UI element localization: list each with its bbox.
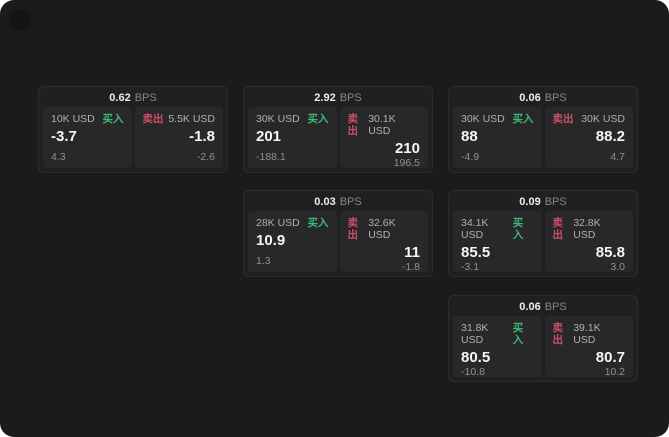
- sell-price: 88.2: [595, 128, 625, 145]
- bps-value: 0.62: [109, 92, 131, 104]
- buy-amount: 10K USD: [51, 113, 95, 125]
- sell-side-label: 卖出: [552, 322, 564, 346]
- buy-sub-value: -10.8: [461, 366, 485, 378]
- bps-unit-label: BPS: [339, 92, 362, 104]
- bps-header: 0.09 BPS: [453, 194, 633, 211]
- sell-side-label: 卖出: [552, 113, 574, 125]
- buy-sub-value: -3.1: [461, 261, 480, 273]
- bps-header: 0.62 BPS: [43, 90, 223, 107]
- sell-amount: 5.5K USD: [168, 113, 215, 125]
- sell-amount: 39.1K USD: [573, 322, 601, 346]
- sell-price: 85.8: [595, 244, 625, 261]
- sell-sub-value: 3.0: [610, 261, 625, 273]
- buy-side-label: 买入: [307, 113, 329, 125]
- sell-side-label: 卖出: [142, 113, 164, 125]
- buy-price: 85.5: [461, 244, 491, 261]
- buy-tile[interactable]: 10K USD 买入 -3.7 4.3: [43, 107, 132, 168]
- sell-amount: 32.8K USD: [573, 217, 601, 241]
- sell-tile[interactable]: 卖出 32.6K USD 11 -1.8: [339, 211, 428, 273]
- sell-side-label: 卖出: [552, 217, 564, 241]
- app-logo: [10, 10, 30, 30]
- buy-price: -3.7: [51, 128, 77, 145]
- buy-sub-value: 1.3: [256, 255, 271, 267]
- quote-card: 0.06 BPS 30K USD 买入 88 -4.9 卖出 30K USD 88…: [448, 86, 638, 173]
- buy-amount: 30K USD: [256, 113, 300, 125]
- buy-amount: 28K USD: [256, 217, 300, 229]
- buy-tile[interactable]: 28K USD 买入 10.9 1.3: [248, 211, 337, 272]
- bps-value: 2.92: [314, 92, 336, 104]
- bps-header: 2.92 BPS: [248, 90, 428, 107]
- bps-unit-label: BPS: [544, 196, 567, 208]
- bps-header: 0.06 BPS: [453, 299, 633, 316]
- buy-sub-value: -4.9: [461, 151, 480, 163]
- quote-card: 0.06 BPS 31.8K USD 买入 80.5 -10.8 卖出 39.1K…: [448, 295, 638, 382]
- buy-amount: 34.1K USD: [461, 217, 489, 241]
- sell-sub-value: 4.7: [610, 151, 625, 163]
- buy-amount: 30K USD: [461, 113, 505, 125]
- buy-side-label: 买入: [512, 113, 534, 125]
- sell-sub-value: 10.2: [604, 366, 625, 378]
- buy-side-label: 买入: [307, 217, 329, 229]
- buy-tile[interactable]: 34.1K USD 买入 85.5 -3.1: [453, 211, 542, 273]
- sell-amount: 30K USD: [581, 113, 625, 125]
- buy-price: 10.9: [256, 232, 286, 249]
- sell-tile[interactable]: 卖出 30.1K USD 210 196.5: [339, 107, 428, 169]
- bps-value: 0.09: [519, 196, 541, 208]
- sell-sub-value: -1.8: [401, 261, 420, 273]
- bps-value: 0.06: [519, 92, 541, 104]
- sell-price: -1.8: [189, 128, 215, 145]
- buy-side-label: 买入: [512, 322, 524, 346]
- sell-amount: 32.6K USD: [368, 217, 396, 241]
- bps-header: 0.03 BPS: [248, 194, 428, 211]
- bps-value: 0.03: [314, 196, 336, 208]
- sell-side-label: 卖出: [347, 113, 359, 137]
- buy-tile[interactable]: 31.8K USD 买入 80.5 -10.8: [453, 316, 542, 378]
- sell-price: 210: [394, 140, 420, 157]
- bps-unit-label: BPS: [544, 92, 567, 104]
- buy-tile[interactable]: 30K USD 买入 201 -188.1: [248, 107, 337, 168]
- bps-unit-label: BPS: [134, 92, 157, 104]
- buy-price: 88: [461, 128, 478, 145]
- buy-sub-value: -188.1: [256, 151, 286, 163]
- bps-header: 0.06 BPS: [453, 90, 633, 107]
- bps-unit-label: BPS: [339, 196, 362, 208]
- buy-amount: 31.8K USD: [461, 322, 489, 346]
- quote-card: 2.92 BPS 30K USD 买入 201 -188.1 卖出 30.1K U…: [243, 86, 433, 173]
- sell-sub-value: -2.6: [196, 151, 215, 163]
- buy-side-label: 买入: [102, 113, 124, 125]
- sell-tile[interactable]: 卖出 39.1K USD 80.7 10.2: [544, 316, 633, 378]
- sell-side-label: 卖出: [347, 217, 359, 241]
- sell-tile[interactable]: 卖出 32.8K USD 85.8 3.0: [544, 211, 633, 273]
- sell-price: 11: [404, 244, 420, 261]
- sell-tile[interactable]: 卖出 30K USD 88.2 4.7: [544, 107, 633, 168]
- quote-card: 0.09 BPS 34.1K USD 买入 85.5 -3.1 卖出 32.8K …: [448, 190, 638, 277]
- sell-price: 80.7: [595, 349, 625, 366]
- quote-card: 0.62 BPS 10K USD 买入 -3.7 4.3 卖出 5.5K USD …: [38, 86, 228, 173]
- buy-tile[interactable]: 30K USD 买入 88 -4.9: [453, 107, 542, 168]
- bps-value: 0.06: [519, 301, 541, 313]
- bps-unit-label: BPS: [544, 301, 567, 313]
- quote-card: 0.03 BPS 28K USD 买入 10.9 1.3 卖出 32.6K USD…: [243, 190, 433, 277]
- buy-price: 80.5: [461, 349, 491, 366]
- buy-sub-value: 4.3: [51, 151, 66, 163]
- sell-amount: 30.1K USD: [368, 113, 396, 137]
- buy-side-label: 买入: [512, 217, 524, 241]
- sell-tile[interactable]: 卖出 5.5K USD -1.8 -2.6: [134, 107, 223, 168]
- sell-sub-value: 196.5: [393, 157, 420, 169]
- buy-price: 201: [256, 128, 282, 145]
